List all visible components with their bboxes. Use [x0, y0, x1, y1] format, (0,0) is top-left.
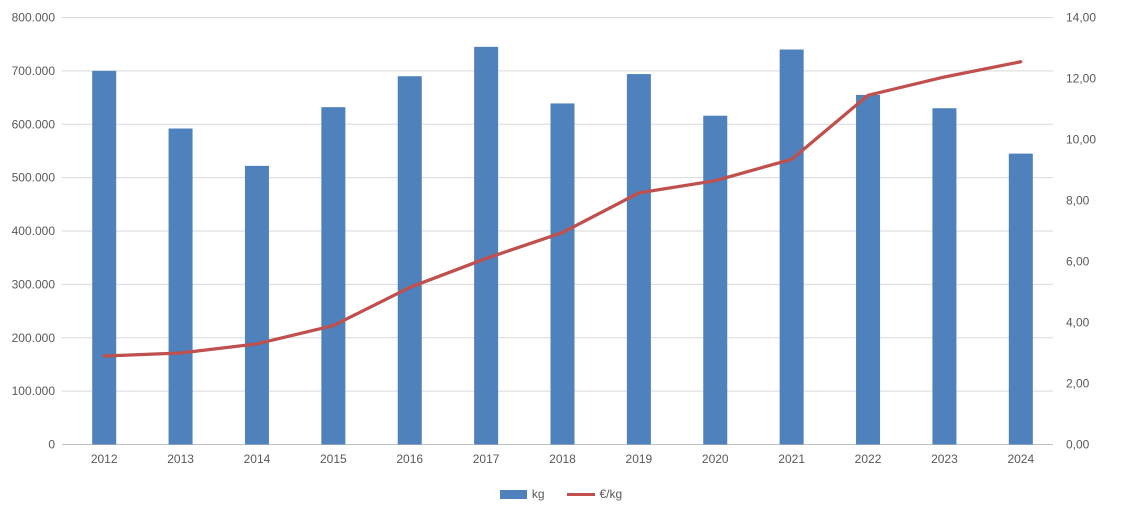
chart-legend: kg €/kg: [0, 487, 1122, 501]
bar-2020: [703, 115, 728, 445]
legend-label: kg: [531, 487, 545, 501]
right-axis-tick-label: 10,00: [1066, 133, 1096, 147]
price-line-series: [102, 60, 1023, 358]
bar-2014: [244, 165, 269, 445]
right-axis-tick-label: 0,00: [1066, 438, 1090, 452]
x-axis-category-label: 2012: [91, 452, 118, 466]
left-axis-tick-label: 0: [48, 438, 55, 452]
x-axis-category-label: 2022: [855, 452, 882, 466]
right-axis-tick-label: 4,00: [1066, 316, 1090, 330]
right-axis-tick-label: 14,00: [1066, 11, 1096, 25]
right-axis-tick-label: 12,00: [1066, 72, 1096, 86]
bar-2022: [856, 94, 881, 445]
x-axis-category-label: 2013: [167, 452, 194, 466]
bar-2019: [626, 74, 651, 445]
bar-2023: [932, 108, 957, 445]
left-axis-tick-label: 200.000: [12, 331, 56, 345]
x-axis-category-label: 2021: [778, 452, 805, 466]
bar-2021: [779, 49, 804, 445]
bar-2024: [1008, 153, 1033, 445]
bar-2012: [92, 70, 117, 445]
left-axis-tick-label: 400.000: [12, 224, 56, 238]
x-axis-category-label: 2020: [702, 452, 729, 466]
x-axis-category-label: 2024: [1007, 452, 1034, 466]
left-axis-tick-label: 300.000: [12, 277, 56, 291]
left-axis-tick-label: 100.000: [12, 384, 56, 398]
legend-label: €/kg: [599, 487, 623, 501]
left-axis-tick-label: 600.000: [12, 117, 56, 131]
legend-item-kg: kg: [499, 487, 545, 501]
bar-2016: [397, 76, 422, 445]
x-axis-category-label: 2014: [244, 452, 271, 466]
bar-2013: [168, 128, 193, 445]
x-axis-category-label: 2017: [473, 452, 500, 466]
legend-bar-swatch: [499, 489, 527, 499]
right-axis-tick-label: 6,00: [1066, 255, 1090, 269]
x-axis-category-label: 2018: [549, 452, 576, 466]
bar-2017: [474, 46, 499, 445]
x-axis-category-label: 2016: [396, 452, 423, 466]
legend-item-kg: €/kg: [566, 487, 623, 501]
right-axis-tick-label: 2,00: [1066, 377, 1090, 391]
left-axis-tick-label: 700.000: [12, 64, 56, 78]
bar-2018: [550, 103, 575, 445]
legend-line-swatch: [566, 492, 595, 496]
left-axis-tick-label: 500.000: [12, 171, 56, 185]
left-axis-tick-label: 800.000: [12, 11, 56, 25]
x-axis-category-label: 2019: [626, 452, 653, 466]
bar-2015: [321, 107, 346, 445]
x-axis-category-label: 2023: [931, 452, 958, 466]
right-axis-tick-label: 8,00: [1066, 194, 1090, 208]
x-axis-category-label: 2015: [320, 452, 347, 466]
